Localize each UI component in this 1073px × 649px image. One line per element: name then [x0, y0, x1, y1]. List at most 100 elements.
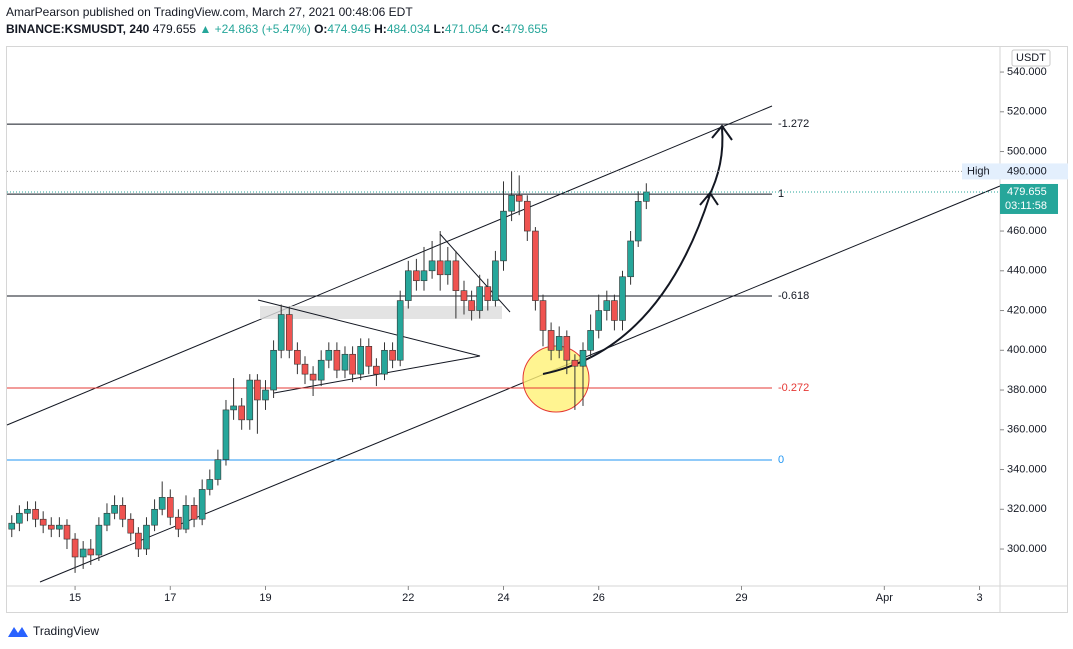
zone	[260, 306, 502, 319]
level-label: 1	[778, 188, 784, 200]
candle-body	[619, 276, 626, 321]
candle-body	[532, 230, 539, 301]
brand: TradingView	[33, 624, 99, 638]
o: 474.945	[327, 22, 371, 36]
candle-body	[349, 353, 356, 375]
level-label: -1.272	[778, 118, 809, 130]
last-price-tag	[1000, 183, 1058, 214]
candle-body	[634, 201, 642, 242]
footer-logo: TradingView	[8, 624, 99, 638]
candle-body	[492, 260, 499, 301]
candle-body	[373, 365, 380, 375]
candle-body	[301, 363, 309, 375]
level-label: 0	[778, 454, 784, 466]
candle-body	[277, 314, 285, 351]
l: 471.054	[444, 22, 489, 36]
candle-body	[39, 518, 47, 526]
candle-body	[524, 200, 531, 232]
candle-body	[127, 518, 135, 534]
candle-body	[63, 524, 71, 540]
candle-body	[460, 290, 468, 301]
candle-body	[103, 512, 111, 526]
y-tick-label: 420.000	[1007, 304, 1047, 316]
candle-body	[333, 349, 341, 371]
y-tick-label: 300.000	[1007, 543, 1047, 555]
candle-body	[381, 349, 388, 375]
candle-body	[563, 336, 571, 361]
candle-body	[190, 505, 198, 520]
candle-body	[175, 516, 182, 530]
candle-body	[111, 505, 118, 514]
x-tick-label: 22	[402, 592, 414, 604]
candle-body	[611, 300, 618, 321]
y-tick-label: 400.000	[1007, 344, 1047, 356]
x-tick-label: 15	[69, 592, 81, 604]
candle-body	[341, 353, 349, 371]
candle-body	[579, 349, 587, 367]
candle-body	[500, 210, 507, 262]
candle-body	[16, 512, 23, 524]
symbol: BINANCE:KSMUSDT, 240	[6, 22, 150, 36]
candle-body	[436, 260, 444, 276]
level-label: -0.618	[778, 290, 809, 302]
l-label: L:	[433, 22, 445, 36]
last: 479.655	[152, 22, 197, 36]
candle-body	[420, 270, 428, 282]
y-tick-label: 320.000	[1007, 503, 1047, 515]
triangle-line	[257, 299, 481, 357]
candle-body	[365, 346, 373, 367]
projection-arrow	[707, 127, 724, 199]
candle-body	[95, 524, 103, 556]
countdown: 03:11:58	[1005, 200, 1047, 212]
c: 479.655	[504, 22, 548, 36]
candle-body	[294, 349, 301, 365]
h-label: H:	[374, 22, 387, 36]
candle-body	[484, 286, 492, 301]
candle-body	[476, 286, 483, 311]
high-tag	[962, 163, 1068, 180]
candle-body	[254, 379, 261, 401]
header-line: AmarPearson published on TradingView.com…	[6, 5, 413, 19]
x-tick-label: Apr	[876, 592, 893, 604]
x-tick-label: 29	[735, 592, 747, 604]
y-tick-label: 520.000	[1007, 106, 1047, 118]
candle-body	[452, 260, 460, 291]
candle-body	[444, 260, 452, 276]
candle-body	[206, 479, 214, 490]
candle-body	[325, 349, 333, 361]
y-tick-label: 540.000	[1007, 66, 1047, 78]
candle-body	[357, 346, 364, 375]
highlight-circle	[522, 345, 590, 413]
candle-body	[539, 300, 547, 331]
candle-body	[627, 240, 634, 278]
y-tick-label: 500.000	[1007, 145, 1047, 157]
candle-body	[396, 300, 404, 361]
o-label: O:	[314, 22, 328, 36]
candle-body	[262, 389, 269, 401]
candle-body	[230, 405, 237, 411]
publisher: AmarPearson published on TradingView.com…	[6, 5, 413, 19]
frame	[6, 46, 1068, 613]
candle-body	[309, 373, 317, 381]
candle-body	[135, 532, 142, 550]
x-tick-label: 24	[497, 592, 509, 604]
header-line: BINANCE:KSMUSDT, 240 479.655 ▲ +24.863 (…	[6, 22, 548, 36]
y-tick-label: 360.000	[1007, 424, 1047, 436]
high-name: High	[967, 165, 990, 177]
candle-body	[595, 310, 603, 331]
candle-body	[87, 548, 95, 556]
candle-body	[571, 359, 579, 367]
currency: USDT	[1016, 52, 1046, 64]
x-tick-label: 19	[259, 592, 271, 604]
candle-body	[428, 260, 436, 272]
x-tick-label: 26	[593, 592, 605, 604]
candle-body	[47, 524, 55, 530]
high-label: 490.000	[1007, 165, 1047, 177]
candle-body	[603, 300, 611, 311]
candle-body	[71, 538, 79, 558]
x-tick-label: 17	[164, 592, 176, 604]
candle-body	[8, 522, 16, 530]
candle-body	[587, 330, 594, 351]
